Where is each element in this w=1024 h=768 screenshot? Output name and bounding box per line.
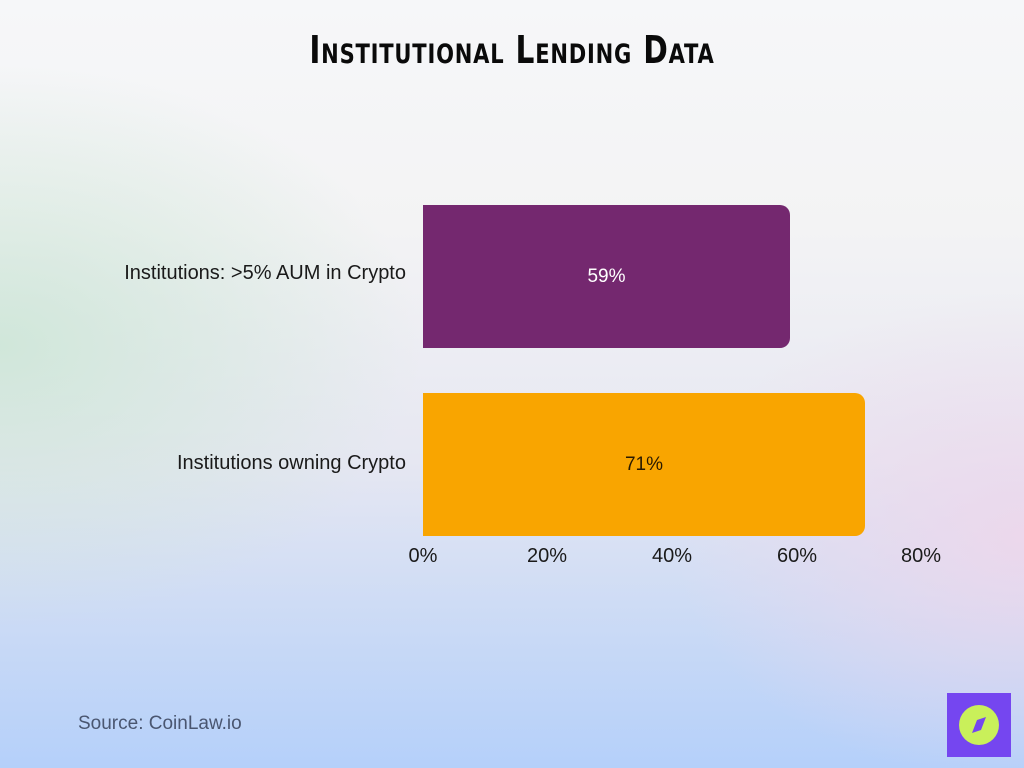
- bar-aum: 59%: [423, 205, 790, 348]
- x-tick-20: 20%: [526, 545, 568, 567]
- source-text: Source: CoinLaw.io: [78, 713, 242, 734]
- x-tick-80: 80%: [900, 545, 942, 567]
- brand-logo: [947, 693, 1011, 757]
- category-label-aum: Institutions: >5% AUM in Crypto: [124, 262, 406, 284]
- bar-value-label: 71%: [624, 453, 664, 475]
- x-tick-40: 40%: [651, 545, 693, 567]
- x-tick-0: 0%: [408, 545, 438, 567]
- chart-title: Institutional Lending Data: [309, 28, 715, 72]
- bar-value-label: 59%: [587, 265, 626, 287]
- category-label-owning: Institutions owning Crypto: [176, 452, 406, 474]
- x-tick-60: 60%: [776, 545, 818, 567]
- bar-owning: 71%: [423, 393, 865, 536]
- compass-icon: [959, 705, 999, 745]
